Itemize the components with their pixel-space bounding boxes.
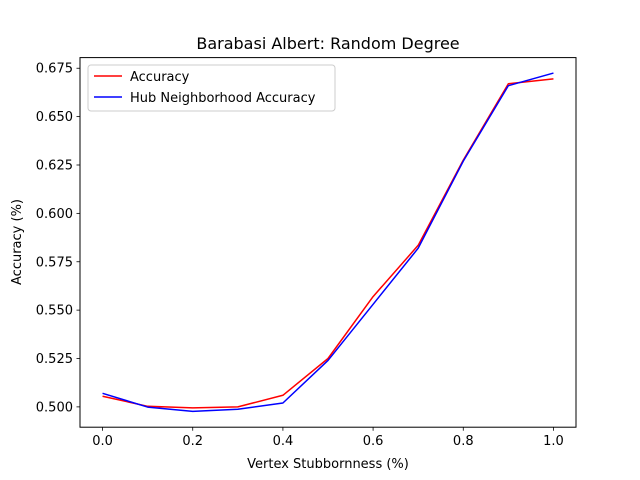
x-tick-label: 0.8 bbox=[453, 434, 474, 449]
legend-label-hub-neighborhood-accuracy: Hub Neighborhood Accuracy bbox=[130, 91, 316, 106]
y-axis: 0.500 0.525 0.550 0.575 0.600 0.625 0.650 0.675 bbox=[36, 62, 80, 415]
y-tick-label: 0.675 bbox=[36, 62, 73, 77]
x-axis: 0.0 0.2 0.4 0.6 0.8 1.0 bbox=[92, 427, 564, 449]
x-tick-label: 0.4 bbox=[273, 434, 294, 449]
y-tick-label: 0.575 bbox=[36, 255, 73, 270]
legend-box bbox=[87, 64, 336, 112]
y-axis-title: Accuracy (%) bbox=[10, 199, 25, 285]
chart-title: Barabasi Albert: Random Degree bbox=[196, 34, 459, 53]
x-tick-label: 1.0 bbox=[543, 434, 564, 449]
series-line-hub-neighborhood-accuracy bbox=[102, 72, 554, 413]
y-tick-label: 0.525 bbox=[36, 352, 73, 367]
legend: Accuracy Hub Neighborhood Accuracy bbox=[87, 64, 336, 112]
y-tick-label: 0.650 bbox=[36, 110, 73, 125]
y-tick-label: 0.600 bbox=[36, 207, 73, 222]
x-tick-label: 0.6 bbox=[363, 434, 384, 449]
x-tick-label: 0.0 bbox=[92, 434, 113, 449]
y-tick-label: 0.625 bbox=[36, 158, 73, 173]
plot-frame bbox=[79, 57, 577, 428]
plot-area bbox=[79, 57, 577, 428]
x-tick-label: 0.2 bbox=[182, 434, 203, 449]
y-tick-label: 0.500 bbox=[36, 400, 73, 415]
x-axis-title: Vertex Stubbornness (%) bbox=[247, 457, 409, 472]
series-layer bbox=[102, 72, 554, 413]
y-tick-label: 0.550 bbox=[36, 304, 73, 319]
legend-label-accuracy: Accuracy bbox=[130, 70, 190, 85]
